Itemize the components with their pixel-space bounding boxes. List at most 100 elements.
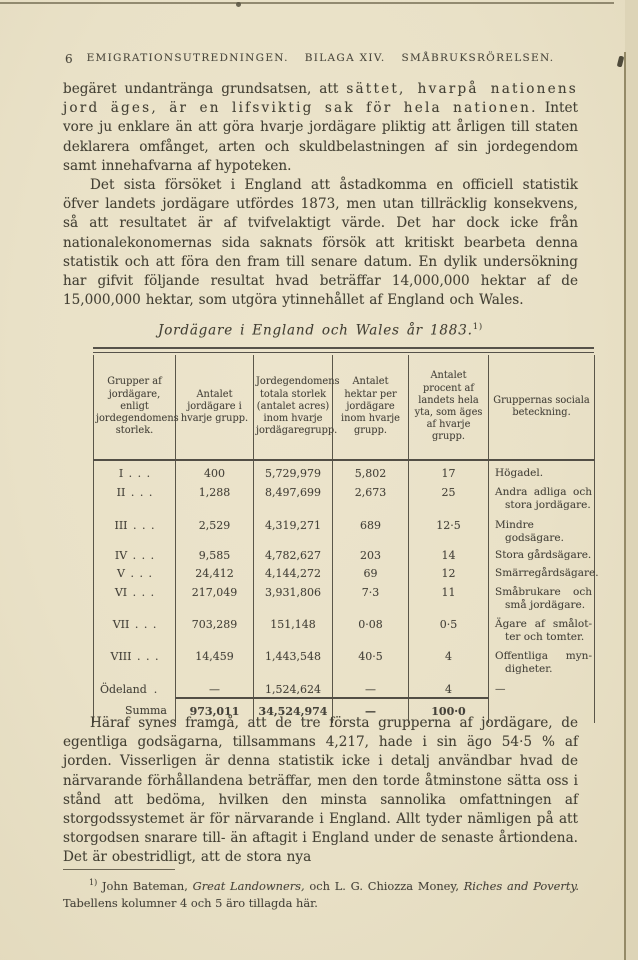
cell-hectare: — [332, 698, 409, 723]
cell-percent: 0·5 [408, 613, 489, 645]
landowners-table: Grupper af jordägare, enligt jordegendom… [93, 355, 599, 723]
footnote-title-2: Riches and Poverty. [463, 878, 579, 893]
ink-speck [236, 2, 241, 7]
cell-percent: 100·0 [408, 698, 489, 723]
cell-hectare: 689 [332, 513, 409, 545]
cell-owners: 400 [175, 460, 254, 481]
cell-group: VI . . . [93, 581, 176, 613]
cell-social-label: Andra adliga och stora jordägare. [488, 481, 595, 513]
paragraph-1-end: Intet vore ju enklare än att göra hvarje… [63, 100, 578, 174]
running-title-part-3: SMÅBRUKSRÖRELSEN. [401, 52, 555, 64]
footnote-text-1: John Bateman, [97, 878, 193, 893]
cell-percent: 17 [408, 460, 489, 481]
paragraph-1-start: begäret undantränga grundsatsen, att [63, 81, 347, 97]
table-caption: Jordägare i England och Wales år 1883.1) [63, 322, 578, 339]
table-row-odeland: Ödeland . — 1,524,624 — 4 — [93, 677, 595, 699]
cell-social-label [488, 698, 595, 723]
cell-social-label: Ägare af smålot­ter och tomter. [488, 613, 595, 645]
cell-percent: 14 [408, 545, 489, 563]
table-row: VII . . . 703,289 151,148 0·08 0·5 Ägare… [93, 613, 595, 645]
cell-acres: 3,931,806 [253, 581, 333, 613]
footnote-rule [63, 869, 175, 870]
column-header-hectare: Antalet hektar per jordägare inom hvarje… [332, 355, 409, 461]
page-edge-strip [625, 0, 638, 960]
body-text: begäret undantränga grundsatsen, att sät… [63, 80, 578, 310]
landowners-table-wrap: Grupper af jordägare, enligt jordegendom… [93, 347, 599, 723]
cell-percent: 12 [408, 563, 489, 581]
cell-social-label: — [488, 677, 595, 698]
cell-owners: 217,049 [175, 581, 254, 613]
cell-owners: — [175, 677, 254, 699]
running-title: EMIGRATIONSUTREDNINGEN. BILAGA XIV. SMÅBRU… [63, 52, 578, 64]
cell-group: VIII . . . [93, 645, 176, 677]
table-row: III . . . 2,529 4,319,271 689 12·5 Mindr… [93, 513, 595, 545]
table-row: IV . . . 9,585 4,782,627 203 14 Stora gå… [93, 545, 595, 563]
cell-percent: 4 [408, 677, 489, 699]
table-row: VI . . . 217,049 3,931,806 7·3 11 Småbru… [93, 581, 595, 613]
cell-social-label: Högadel. [488, 460, 595, 481]
footnote: 1) John Bateman, Great Landowners, och L… [63, 874, 579, 912]
column-header-social: Gruppernas sociala beteckning. [488, 355, 595, 461]
column-header-groups: Grupper af jordägare, enligt jordegendom… [93, 355, 179, 461]
footnote-text-2: och L. G. Chiozza Money, [304, 878, 464, 893]
cell-owners: 703,289 [175, 613, 254, 645]
body-text-after-table: Häraf synes framgå, att de tre första gr… [63, 714, 578, 868]
cell-group: Summa [93, 698, 176, 723]
cell-percent: 11 [408, 581, 489, 613]
table-row: II . . . 1,288 8,497,699 2,673 25 Andra … [93, 481, 595, 513]
cell-percent: 12·5 [408, 513, 489, 545]
cell-owners: 1,288 [175, 481, 254, 513]
cell-social-label: Offentliga myn­digheter. [488, 645, 595, 677]
running-head: 6 EMIGRATIONSUTREDNINGEN. BILAGA XIV. SMÅB… [63, 52, 578, 66]
cell-hectare: 5,802 [332, 460, 409, 481]
page-number: 6 [65, 52, 73, 66]
table-row: V . . . 24,412 4,144,272 69 12 Smärregår… [93, 563, 599, 581]
table-row: VIII . . . 14,459 1,443,548 40·5 4 Offen… [93, 645, 595, 677]
cell-group: IV . . . [93, 545, 176, 563]
caption-footnote-mark: 1) [472, 322, 484, 332]
cell-percent: 25 [408, 481, 489, 513]
cell-acres: 4,144,272 [253, 563, 333, 581]
footnote-marker: 1) [89, 878, 98, 887]
paragraph-2: Det sista försöket i England att åstadko… [63, 177, 578, 309]
cell-percent: 4 [408, 645, 489, 677]
cell-social-label: Mindre godsägare. [488, 513, 595, 545]
cell-acres: 4,782,627 [253, 545, 333, 563]
page-edge-line [624, 52, 626, 960]
cell-acres: 8,497,699 [253, 481, 333, 513]
cell-hectare: — [332, 677, 409, 699]
table-header: Grupper af jordägare, enligt jordegendom… [93, 355, 595, 461]
cell-acres: 151,148 [253, 613, 333, 645]
cell-acres: 5,729,979 [253, 460, 333, 481]
table-body: I . . . 400 5,729,979 5,802 17 Högadel. … [93, 460, 599, 723]
cell-owners: 14,459 [175, 645, 254, 677]
cell-hectare: 40·5 [332, 645, 409, 677]
table-caption-text: Jordägare i England och Wales år 1883. [157, 322, 473, 339]
running-title-part-2: BILAGA XIV. [304, 52, 386, 64]
cell-group: III . . . [93, 513, 176, 545]
running-title-part-1: EMIGRATIONSUTREDNINGEN. [86, 52, 289, 64]
cell-social-label: Stora gårdsägare. [488, 545, 595, 563]
paragraph-1-emphasis: sättet, hvarpå nationens jord äges, är e… [63, 81, 578, 117]
cell-hectare: 7·3 [332, 581, 409, 613]
cell-social-label: Småbrukare och små jordägare. [488, 581, 595, 613]
column-header-owners: Antalet jordägare i hvarje grupp. [175, 355, 254, 461]
column-header-acres: Jordegendomens totala storlek (antalet a… [253, 355, 340, 461]
paragraph-1: begäret undantränga grundsatsen, att sät… [63, 80, 578, 176]
cell-hectare: 203 [332, 545, 409, 563]
cell-hectare: 2,673 [332, 481, 409, 513]
footnote-title-1: Great Landowners, [192, 878, 305, 893]
cell-owners: 973,011 [175, 698, 254, 723]
cell-acres: 4,319,271 [253, 513, 333, 545]
table-top-rule [93, 347, 594, 353]
footnote-text-3: Tabellens kolumner 4 och 5 äro tillagda … [63, 895, 318, 910]
scan-edge-top [0, 2, 614, 4]
cell-hectare: 69 [332, 563, 409, 581]
table-row: I . . . 400 5,729,979 5,802 17 Högadel. [93, 460, 595, 481]
cell-acres: 1,524,624 [253, 677, 333, 699]
cell-social-label: Smärregårdsägare. [488, 563, 599, 581]
cell-acres: 34,524,974 [253, 698, 333, 723]
cell-group: II . . . [93, 481, 176, 513]
cell-hectare: 0·08 [332, 613, 409, 645]
